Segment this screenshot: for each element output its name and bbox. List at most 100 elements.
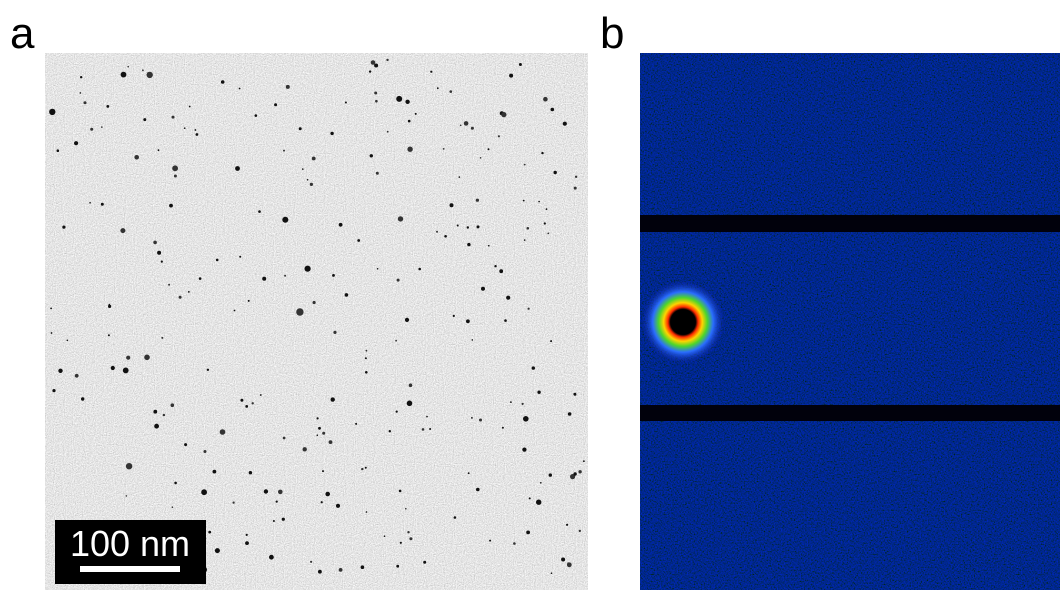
particle [437,87,439,89]
particle [172,165,178,171]
particle [549,473,552,476]
detector-gap [640,215,1060,232]
particle [89,202,91,204]
particle [409,384,413,388]
particle [51,332,53,334]
beam-stop [671,310,695,334]
particle [522,448,526,452]
particle [529,497,531,499]
particle [154,424,159,429]
particle [310,183,313,186]
particle [476,488,480,492]
particle [322,470,324,472]
particle [453,315,455,317]
particle [58,369,62,373]
particle [418,268,421,271]
particle [220,429,226,435]
particle [221,80,225,84]
particle [57,149,60,152]
particle [540,482,542,484]
particle [510,401,512,403]
particle [377,268,379,270]
particle [80,76,82,78]
particle [204,450,207,453]
particle [153,410,157,414]
particle [519,63,522,66]
particle [527,227,530,230]
particle [415,113,417,115]
particle [169,204,173,208]
particle [551,108,555,112]
particle [480,157,482,159]
particle [168,284,170,286]
particle [471,417,473,419]
particle [157,251,161,255]
particle [329,440,333,444]
particle [396,411,398,413]
particle [430,71,432,73]
particle [509,74,513,78]
particle [172,116,175,119]
particle [108,334,110,336]
particle [376,172,379,175]
detector-gap [640,405,1060,421]
particle [282,518,285,521]
particle [523,416,529,422]
particle [286,85,290,89]
particle [126,356,130,360]
particle [408,120,411,123]
particle [384,535,386,537]
particle [365,467,367,469]
particle [339,568,343,572]
page: a 100 nm b (() => { const data = JSON.pa… [0,0,1060,590]
particle [464,121,469,126]
particle [317,434,319,436]
particle [466,319,470,323]
particle [142,69,144,71]
particle [457,225,459,227]
particle [196,133,199,136]
particle [75,374,79,378]
particle [522,403,524,405]
particle [573,472,576,475]
particle [551,572,553,574]
particle [50,308,52,310]
particle [84,101,87,104]
particle [366,350,368,352]
particle [460,125,462,127]
particle [355,423,357,425]
particle [276,501,278,503]
particle [429,428,431,430]
particle [330,132,333,135]
particle [121,72,127,78]
particle [467,243,470,246]
particle [409,537,412,540]
particle [62,226,65,229]
particle [252,402,254,404]
particle [283,150,285,152]
particle [216,259,219,262]
particle [513,542,516,545]
particle [405,100,409,104]
particle [450,203,454,207]
particle [407,147,412,152]
particle [537,391,540,394]
particle [207,369,209,371]
particle [234,310,236,312]
particle [269,555,274,560]
panel-label: a [10,9,35,58]
particle [488,148,490,150]
particle [273,520,275,522]
particle [321,501,323,503]
particle [264,489,268,493]
particle [436,231,438,233]
particle [305,266,311,272]
particle [536,500,541,505]
particle [567,562,569,564]
particle [322,432,325,435]
particle [246,534,248,536]
figure: a 100 nm b [0,0,1060,590]
particle [400,542,402,544]
particle [101,126,103,128]
particle [239,88,241,90]
